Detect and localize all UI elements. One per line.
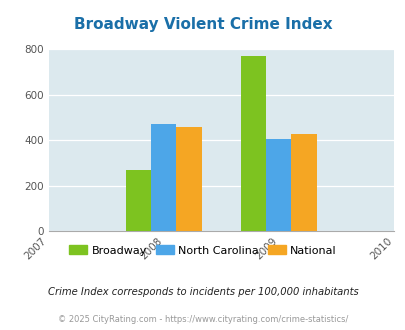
Bar [240, 56, 266, 231]
Text: Crime Index corresponds to incidents per 100,000 inhabitants: Crime Index corresponds to incidents per… [47, 287, 358, 297]
Bar [266, 139, 291, 231]
Bar [151, 124, 176, 231]
Text: Broadway Violent Crime Index: Broadway Violent Crime Index [73, 17, 332, 32]
Text: © 2025 CityRating.com - https://www.cityrating.com/crime-statistics/: © 2025 CityRating.com - https://www.city… [58, 315, 347, 324]
Legend: Broadway, North Carolina, National: Broadway, North Carolina, National [65, 241, 340, 260]
Bar [126, 170, 151, 231]
Bar [176, 127, 201, 231]
Bar [291, 134, 316, 231]
